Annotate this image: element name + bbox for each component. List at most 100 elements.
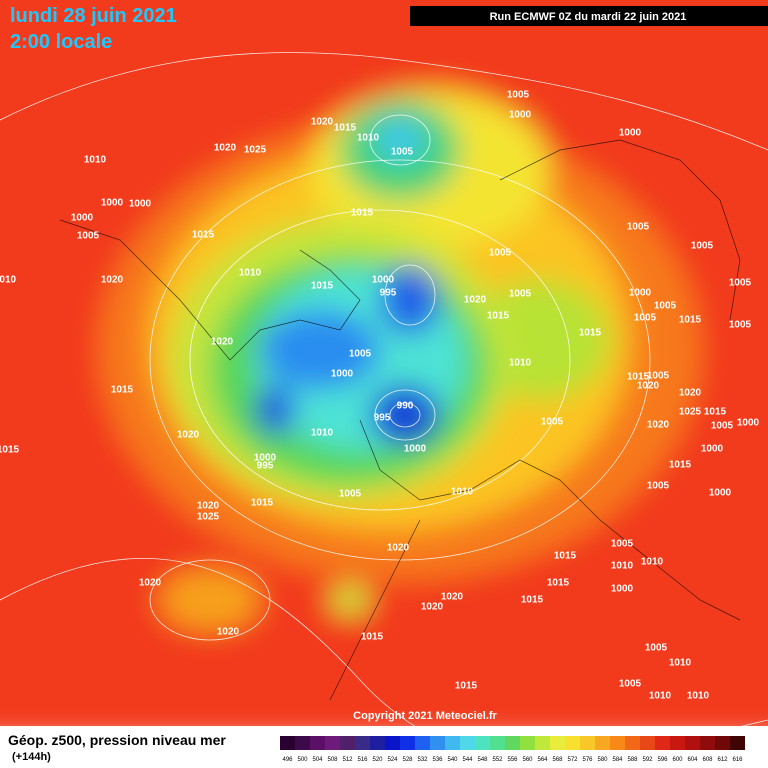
scale-label: 556 <box>507 757 518 763</box>
isobar-label: 1010 <box>357 133 380 144</box>
scale-swatch <box>685 736 700 750</box>
isobar-label: 1010 <box>611 561 634 572</box>
scale-swatch <box>565 736 580 750</box>
date: lundi 28 juin 2021 <box>10 5 177 27</box>
isobar-label: 1005 <box>654 301 677 312</box>
run-text: Run ECMWF 0Z du mardi 22 juin 2021 <box>490 11 687 23</box>
isobar-label: 1010 <box>84 155 107 166</box>
isobar-label: 1005 <box>349 349 372 360</box>
scale-label: 504 <box>312 757 323 763</box>
isobar-label: 1005 <box>619 679 642 690</box>
scale-label: 584 <box>612 757 623 763</box>
scale-label: 528 <box>402 757 413 763</box>
isobar-label: 1015 <box>455 681 478 692</box>
isobar-label: 1015 <box>487 311 510 322</box>
scale-swatch <box>730 736 745 750</box>
isobar-label: 990 <box>397 401 414 412</box>
scale-swatch <box>385 736 400 750</box>
scale-label: 616 <box>732 757 743 763</box>
isobar-label: 1020 <box>637 381 660 392</box>
isobar-label: 1000 <box>509 110 532 121</box>
isobar-label: 1005 <box>507 90 530 101</box>
isobar-label: 1010 <box>0 275 17 286</box>
scale-label: 612 <box>717 757 728 763</box>
scale-swatch <box>580 736 595 750</box>
field <box>0 0 768 740</box>
isobar-label: 1005 <box>627 222 650 233</box>
local-time: 2:00 locale <box>10 31 112 53</box>
color-scale: 496 500 504 508 512 516 520 524 528 532 536 540 544 5… <box>280 736 745 763</box>
isobar-label: 1015 <box>251 498 274 509</box>
scale-swatch <box>400 736 415 750</box>
isobar-label: 1005 <box>647 371 670 382</box>
scale-swatch <box>310 736 325 750</box>
scale-swatch <box>445 736 460 750</box>
isobar-label: 1010 <box>451 487 474 498</box>
scale-swatch <box>550 736 565 750</box>
isobar-label: 1020 <box>139 578 162 589</box>
isobar-label: 1005 <box>339 489 362 500</box>
scale-label: 496 <box>282 757 293 763</box>
isobar-label: 1015 <box>679 315 702 326</box>
isobar-label: 1020 <box>679 388 702 399</box>
isobar-label: 1005 <box>691 241 714 252</box>
scale-swatch <box>325 736 340 750</box>
isobar-label: 1020 <box>421 602 444 613</box>
isobar-label: 1015 <box>311 281 334 292</box>
scale-label: 600 <box>672 757 683 763</box>
scale-swatch <box>370 736 385 750</box>
isobar-label: 1000 <box>404 444 427 455</box>
isobar-label: 1005 <box>77 231 100 242</box>
scale-label: 568 <box>552 757 563 763</box>
isobar-label: 1000 <box>709 488 732 499</box>
scale-label: 516 <box>357 757 368 763</box>
scale-label: 508 <box>327 757 338 763</box>
isobar-label: 1015 <box>704 407 727 418</box>
isobar-label: 1000 <box>611 584 634 595</box>
scale-label: 592 <box>642 757 653 763</box>
coastlines <box>59 139 741 701</box>
isobar-label: 1020 <box>214 143 237 154</box>
scale-swatch <box>475 736 490 750</box>
isobar-label: 1025 <box>244 145 267 156</box>
isobar-label: 1015 <box>547 578 570 589</box>
isobar-label: 1015 <box>351 208 374 219</box>
isobar-label: 1015 <box>334 123 357 134</box>
isobar-label: 1000 <box>254 453 277 464</box>
isobar-label: 995 <box>374 413 391 424</box>
scale-swatch <box>700 736 715 750</box>
isobar-label: 1000 <box>701 444 724 455</box>
isobar-label: 1015 <box>0 445 20 456</box>
scale-label: 604 <box>687 757 698 763</box>
isobar-label: 1000 <box>619 128 642 139</box>
isobar-label: 1005 <box>541 417 564 428</box>
isobar-label: 1005 <box>711 421 734 432</box>
isobar-label: 1020 <box>211 337 234 348</box>
isobar-label: 1020 <box>387 543 410 554</box>
scale-swatch <box>715 736 730 750</box>
isobar-label: 1015 <box>627 372 650 383</box>
scale-label: 576 <box>582 757 593 763</box>
isobar-label: 1015 <box>669 460 692 471</box>
scale-label: 564 <box>537 757 548 763</box>
scale-swatch <box>520 736 535 750</box>
scale-label: 532 <box>417 757 428 763</box>
isobar-label: 1020 <box>311 117 334 128</box>
scale-label: 572 <box>567 757 578 763</box>
isobar-label: 1015 <box>361 632 384 643</box>
scale-swatch <box>430 736 445 750</box>
isobar-label: 1010 <box>311 428 334 439</box>
isobar-label: 1010 <box>509 358 532 369</box>
scale-label: 536 <box>432 757 443 763</box>
scale-label: 552 <box>492 757 503 763</box>
scale-swatch <box>640 736 655 750</box>
scale-swatch <box>535 736 550 750</box>
scale-swatch <box>595 736 610 750</box>
isobar-label: 1010 <box>687 691 710 702</box>
isobar-label: 1005 <box>645 643 668 654</box>
scale-swatch <box>505 736 520 750</box>
isobar-label: 1000 <box>331 369 354 380</box>
isobar-label: 995 <box>257 461 274 472</box>
scale-swatch <box>340 736 355 750</box>
